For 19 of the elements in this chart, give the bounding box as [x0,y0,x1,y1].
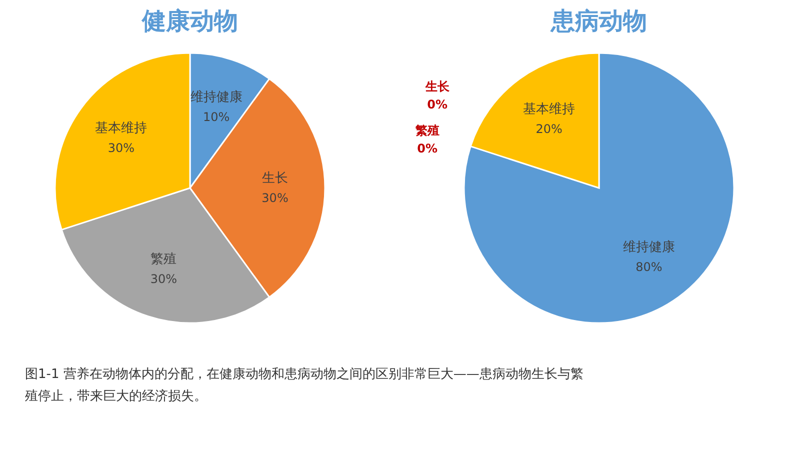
category-label: 繁殖 [415,123,440,138]
text: 0% [427,97,448,112]
data-label: 80% [636,260,662,274]
pie-slice [463,52,735,324]
data-label: 10% [202,110,230,124]
data-label: 20% [536,122,562,136]
text: 0% [417,141,438,156]
slice-label: 维持健康 [622,240,675,255]
slice-label: 生长 [262,171,288,186]
data-label: 30% [262,191,288,205]
slice-label: 基本维持 [95,121,148,136]
category-label: 生长 [425,79,450,94]
chart-title: 患病动物 [550,7,647,35]
data-label: 30% [108,141,135,156]
chart-title: 健康动物 [141,7,238,35]
caption: 图1-1 营养在动物体内的分配，在健康动物和患病动物之间的区别非常巨大——患病动物生长与繁殖停止，带来巨大的经济损失。 [25,366,584,404]
slice-label: 繁殖 [150,252,177,267]
data-label: 30% [150,272,178,286]
slice-label: 基本维持 [523,102,576,118]
